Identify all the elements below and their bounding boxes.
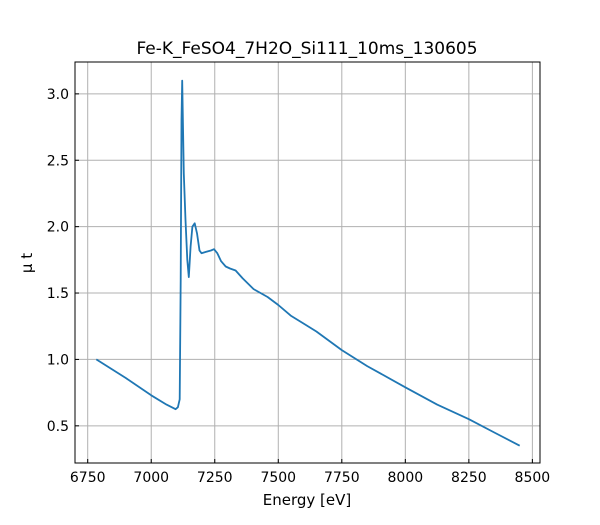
- chart-title: Fe-K_FeSO4_7H2O_Si111_10ms_130605: [136, 39, 477, 59]
- y-tick-label: 1.5: [47, 286, 69, 302]
- x-tick-label: 8500: [515, 470, 551, 486]
- y-tick-label: 0.5: [47, 419, 69, 435]
- series-line: [95, 79, 521, 447]
- x-tick-label: 7000: [133, 470, 169, 486]
- y-tick-label: 2.5: [47, 153, 69, 169]
- y-axis-label: μ t: [18, 253, 36, 273]
- x-tick-label: 7500: [260, 470, 296, 486]
- x-axis-ticks: 6750 7000 7250 7500 7750 8000 8250 8500: [70, 459, 550, 486]
- x-tick-label: 7250: [197, 470, 233, 486]
- y-tick-label: 2.0: [47, 220, 69, 236]
- x-axis-label: Energy [eV]: [263, 491, 351, 509]
- x-tick-label: 6750: [70, 470, 106, 486]
- plot-frame: [74, 61, 541, 464]
- grid: [75, 62, 540, 463]
- x-tick-label: 8000: [388, 470, 424, 486]
- x-tick-label: 7750: [324, 470, 360, 486]
- y-axis-ticks: 0.5 1.0 1.5 2.0 2.5 3.0: [47, 87, 79, 435]
- y-tick-label: 1.0: [47, 352, 69, 368]
- y-tick-label: 3.0: [47, 87, 69, 103]
- x-tick-label: 8250: [451, 470, 487, 486]
